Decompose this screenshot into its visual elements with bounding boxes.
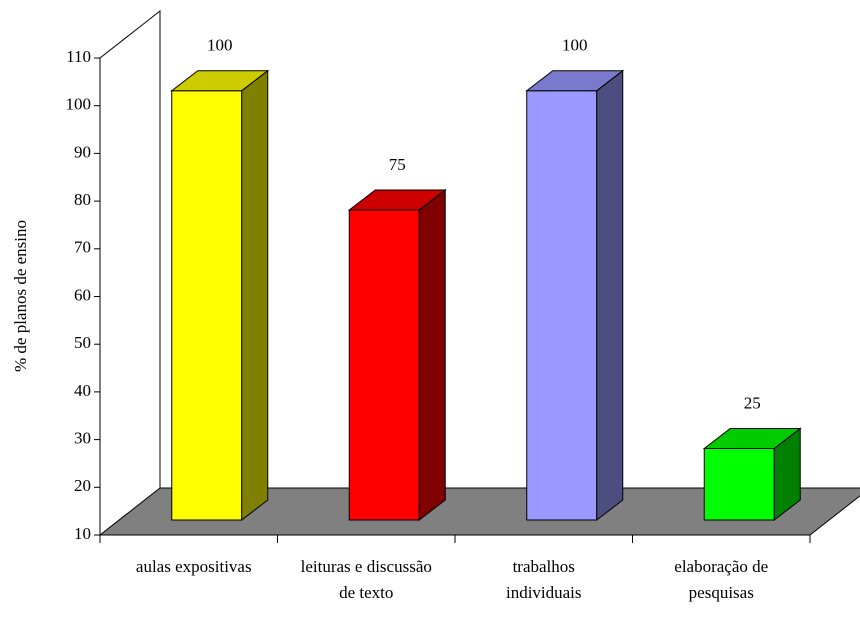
x-tick-label: leituras e discussão de texto [300, 557, 432, 602]
bar-top [525, 70, 625, 92]
y-axis-label: % de planos de ensino [11, 220, 30, 372]
y-tick-label: 30 [74, 429, 91, 448]
bar-side [241, 69, 269, 522]
y-tick-label: 110 [66, 47, 91, 66]
bar-front [171, 90, 243, 521]
y-tick-label: 80 [74, 190, 91, 209]
y-tick-label: 70 [74, 238, 91, 257]
bar-top [347, 189, 447, 211]
bar [170, 69, 270, 522]
bar-side [596, 69, 624, 522]
bar-front [703, 447, 775, 521]
data-label: 75 [389, 155, 406, 174]
x-tick-label: trabalhos individuais [505, 557, 582, 602]
y-tick-label: 90 [74, 142, 91, 161]
y-tick-label: 60 [74, 285, 91, 304]
data-label: 25 [744, 393, 761, 412]
bar [525, 69, 625, 522]
y-tick-label: 20 [74, 476, 91, 495]
bar-side [418, 188, 446, 522]
y-tick-label: 100 [66, 95, 92, 114]
bar-front [526, 90, 598, 521]
data-label: 100 [207, 36, 233, 55]
y-tick-label: 10 [74, 524, 91, 543]
y-tick-label: 40 [74, 381, 91, 400]
back-wall [99, 9, 161, 488]
bar-front [348, 209, 420, 521]
bar [347, 188, 447, 522]
bar [702, 427, 802, 522]
data-label: 100 [562, 36, 588, 55]
bar-top [170, 70, 270, 92]
x-tick-label: elaboração de pesquisas [674, 557, 769, 602]
x-tick-label: aulas expositivas [135, 557, 252, 576]
bar-top [702, 427, 802, 449]
y-tick-label: 50 [74, 333, 91, 352]
